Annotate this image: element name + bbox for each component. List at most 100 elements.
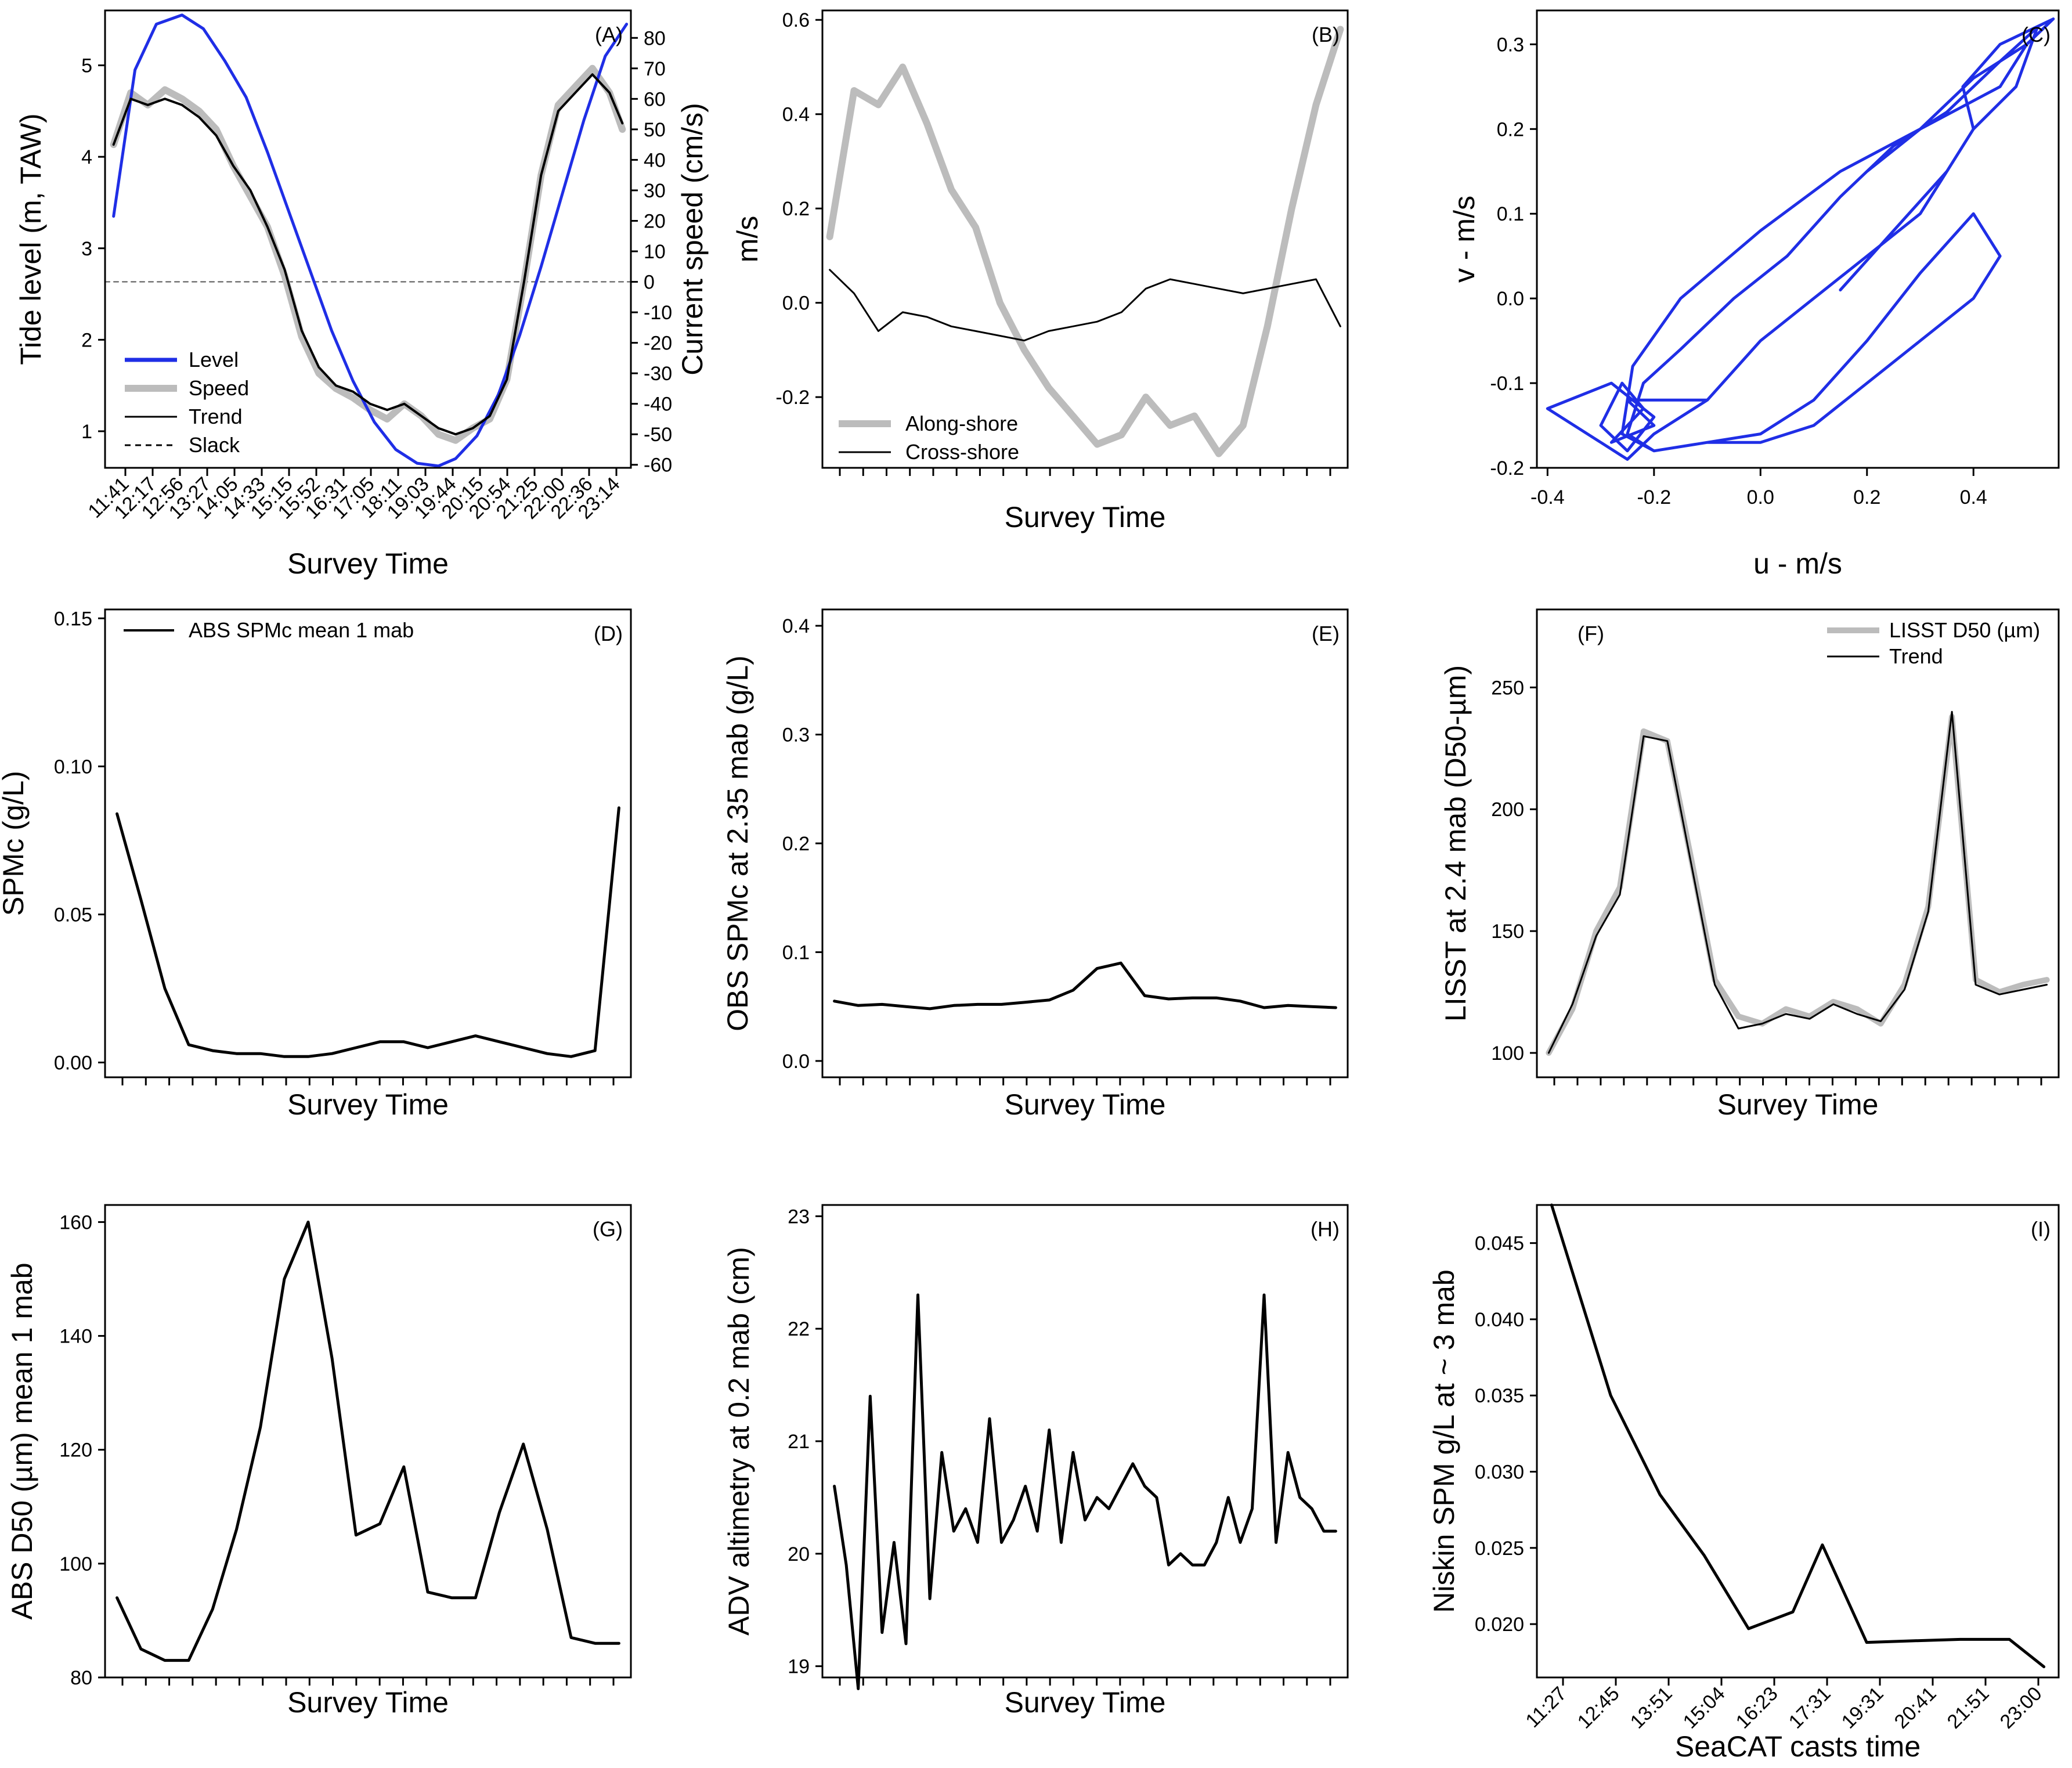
abs-d50-line: [115, 1220, 620, 1662]
x-axis-label-f: Survey Time: [1717, 1088, 1879, 1121]
x-axis-label-h: Survey Time: [1005, 1686, 1166, 1719]
xtick-label-c: 0.2: [1853, 486, 1880, 508]
y-axis-label-e: OBS SPMc at 2.35 mab (g/L): [721, 655, 754, 1031]
y2tick-label-a: -40: [644, 394, 672, 416]
ytick-label-e: 0.3: [782, 724, 810, 746]
panel-label-g: (G): [593, 1217, 623, 1241]
legend-label-f: LISST D50 (µm): [1889, 618, 2040, 642]
plot-frame-a: [104, 9, 632, 469]
y2tick-label-a: -60: [644, 454, 672, 477]
ytick-label-d: 0.05: [54, 904, 92, 926]
ytick-label-a: 3: [81, 238, 92, 260]
legend-label-a: Slack: [189, 433, 240, 457]
ytick-label-e: 0.2: [782, 833, 810, 855]
cross-shore-line: [829, 269, 1341, 342]
chart-f: 100 150 200 250 LISST at 2.4 mab (D50-µm) Sur…: [1439, 608, 2060, 1121]
xtick-label-i: 12:45: [1573, 1683, 1624, 1733]
chart-d: 0.00 0.05 0.10 0.15 SPMc (g/L) Survey Time (D)…: [0, 608, 632, 1121]
y-axis-label-b: m/s: [731, 216, 764, 263]
ytick-label-f: 100: [1491, 1042, 1524, 1065]
ytick-label-f: 200: [1491, 799, 1524, 821]
ytick-label-a: 4: [81, 146, 92, 168]
ytick-label-d: 0.00: [54, 1052, 92, 1074]
y2tick-label-a: 10: [644, 241, 666, 263]
xtick-label-i: 16:23: [1732, 1683, 1782, 1733]
x-axis-label-d: Survey Time: [287, 1088, 449, 1121]
xtick-label-i: 23:00: [1996, 1683, 2046, 1733]
plot-frame-g: [104, 1204, 632, 1679]
ytick-label-e: 0.1: [782, 941, 810, 964]
xtick-label-i: 13:51: [1626, 1683, 1677, 1733]
ytick-label-c: -0.2: [1490, 457, 1524, 479]
y-axis-label-a: Tide level (m, TAW): [15, 113, 47, 365]
legend-label-b: Cross-shore: [905, 440, 1019, 464]
ytick-label-d: 0.10: [54, 756, 92, 778]
legend-label-d: ABS SPMc mean 1 mab: [189, 618, 414, 642]
x-axis-label-a: Survey Time: [287, 547, 449, 580]
abs-spmc-line: [115, 806, 620, 1058]
xtick-label-c: 0.4: [1960, 486, 1987, 508]
ytick-label-g: 100: [59, 1553, 92, 1575]
xtick-label-i: 11:27: [1521, 1683, 1571, 1732]
y-axis-label-f: LISST at 2.4 mab (D50-µm): [1439, 665, 1472, 1022]
ytick-label-i: 0.020: [1475, 1614, 1524, 1636]
chart-g: 80 100 120 140 160 ABS D50 (µm) mean 1 mab Sur…: [6, 1204, 632, 1719]
xtick-label-c: -0.2: [1637, 486, 1672, 508]
xtick-label-i: 19:31: [1838, 1683, 1888, 1733]
y2tick-label-a: 20: [644, 210, 666, 232]
ytick-label-f: 150: [1491, 921, 1524, 943]
adv-altimetry-line: [833, 1293, 1337, 1690]
y2tick-label-a: 80: [644, 27, 666, 49]
ytick-label-h: 23: [788, 1206, 810, 1228]
ytick-label-b: 0.4: [782, 104, 810, 126]
y2tick-label-a: 70: [644, 58, 666, 80]
legend-label-a: Trend: [189, 405, 243, 428]
ytick-label-b: 0.2: [782, 198, 810, 220]
plot-frame-c: [1536, 9, 2060, 469]
ytick-label-d: 0.15: [54, 608, 92, 630]
xtick-label-i: 15:04: [1679, 1683, 1730, 1733]
xtick-label-i: 21:51: [1943, 1683, 1994, 1733]
trend-line: [112, 73, 624, 436]
chart-i: 0.020 0.025 0.030 0.035 0.040 0.045 11:27 12:45…: [1428, 1203, 2060, 1763]
panel-label-a: (A): [595, 23, 623, 46]
ytick-label-g: 120: [59, 1439, 92, 1462]
uv-trajectory-line: [1546, 17, 2055, 461]
y-axis-label-g: ABS D50 (µm) mean 1 mab: [6, 1262, 38, 1619]
ytick-label-e: 0.0: [782, 1051, 810, 1073]
ytick-label-c: -0.1: [1490, 373, 1524, 395]
y-axis-label-h: ADV altimetry at 0.2 mab (cm): [723, 1247, 755, 1636]
y-axis-label-d: SPMc (g/L): [0, 771, 30, 916]
legend-label-b: Along-shore: [905, 412, 1018, 435]
ytick-label-e: 0.4: [782, 615, 810, 637]
ytick-label-g: 160: [59, 1211, 92, 1233]
plot-frame-b: [821, 9, 1349, 469]
x-axis-label-i: SeaCAT casts time: [1675, 1730, 1921, 1763]
x-axis-label-c: u - m/s: [1753, 547, 1842, 580]
x-axis-label-b: Survey Time: [1005, 501, 1166, 533]
ytick-label-i: 0.045: [1475, 1233, 1524, 1255]
panel-label-b: (B): [1312, 23, 1340, 46]
lisst-d50-line: [1546, 713, 2050, 1056]
xtick-label-c: -0.4: [1530, 486, 1565, 508]
y-axis-label-i: Niskin SPM g/L at ~ 3 mab: [1428, 1269, 1460, 1612]
ytick-label-i: 0.040: [1475, 1309, 1524, 1331]
y2tick-label-a: -20: [644, 333, 672, 355]
y2tick-label-a: -50: [644, 424, 672, 446]
ytick-label-h: 22: [788, 1318, 810, 1340]
ytick-label-h: 19: [788, 1656, 810, 1678]
ytick-label-a: 5: [81, 55, 92, 77]
ytick-label-b: -0.2: [775, 387, 810, 409]
ytick-label-c: 0.3: [1497, 34, 1524, 56]
obs-spmc-line: [833, 961, 1337, 1011]
ytick-label-i: 0.030: [1475, 1462, 1524, 1484]
ytick-label-c: 0.2: [1497, 118, 1524, 140]
ytick-label-f: 250: [1491, 677, 1524, 699]
plot-frame-f: [1536, 608, 2060, 1078]
level-line: [112, 13, 629, 468]
xtick-label-i: 20:41: [1890, 1683, 1941, 1733]
ytick-label-h: 21: [788, 1431, 810, 1453]
chart-a: 1 2 3 4 5 -60 -50 -40 -30 -20 -10 0 10 20 30 40 50 60 70 80…: [15, 9, 709, 580]
xtick-label-i: 17:31: [1785, 1683, 1835, 1733]
y2tick-label-a: 40: [644, 149, 666, 171]
